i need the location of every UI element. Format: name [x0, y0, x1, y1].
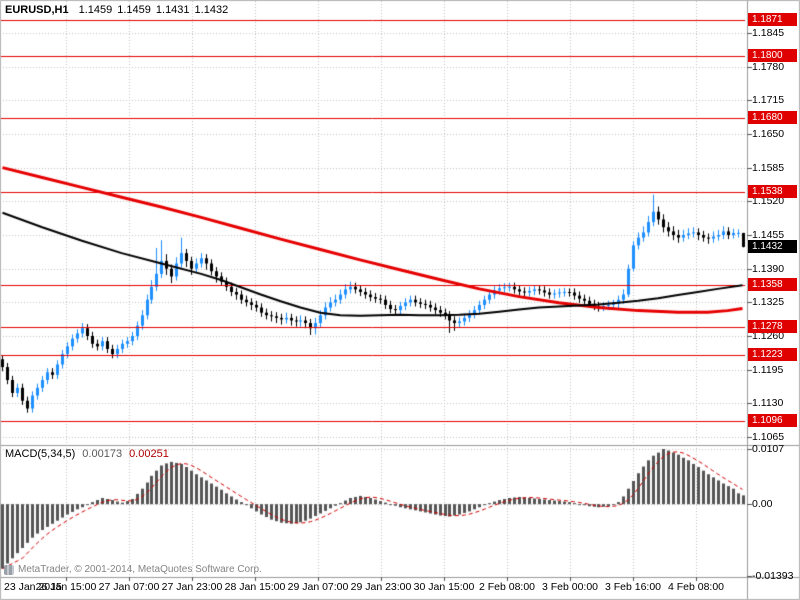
price-tick-label: 1.1130	[752, 397, 784, 409]
time-axis-label: 3 Feb 00:00	[541, 581, 599, 593]
time-axis-label: 30 Jan 15:00	[413, 581, 475, 593]
copyright-label: MetaTrader, © 2001-2014, MetaQuotes Soft…	[4, 564, 262, 575]
macd-tick-label: -0.01393	[752, 570, 794, 582]
level-price-badge: 1.1538	[748, 185, 797, 198]
level-price-badge: 1.1278	[748, 320, 797, 333]
time-axis-label: 29 Jan 23:00	[350, 581, 412, 593]
indicator-macd-value: 0.00173	[82, 448, 123, 460]
level-price-badge: 1.1358	[748, 278, 797, 291]
time-axis-label: 23 Jan 2015	[4, 581, 62, 593]
level-price-badge: 1.1871	[748, 13, 797, 26]
macd-tick-label: 0.00	[752, 498, 773, 510]
copyright-text: MetaTrader, © 2001-2014, MetaQuotes Soft…	[18, 564, 262, 575]
price-tick-label: 1.1455	[752, 229, 785, 241]
time-axis-label: 27 Jan 07:00	[98, 581, 160, 593]
indicator-name: MACD(5,34,5)	[5, 448, 76, 460]
price-tick-label: 1.1650	[752, 128, 785, 140]
time-axis-label: 4 Feb 08:00	[667, 581, 725, 593]
high-value: 1.1459	[117, 4, 151, 16]
price-tick-label: 1.1390	[752, 263, 785, 275]
price-tick-label: 1.1065	[752, 431, 785, 443]
price-tick-label: 1.1260	[752, 330, 785, 342]
open-value: 1.1459	[78, 4, 113, 16]
price-tick-label: 1.1585	[752, 162, 785, 174]
price-tick-label: 1.1195	[752, 364, 784, 376]
low-value: 1.1431	[155, 4, 190, 16]
level-price-badge: 1.1680	[748, 111, 797, 124]
indicator-signal-value: 0.00251	[129, 448, 169, 460]
indicator-label: MACD(5,34,5) 0.00173 0.00251	[5, 448, 169, 460]
price-tick-label: 1.1715	[752, 94, 785, 106]
symbol-period-label: EURUSD,H1	[5, 4, 69, 16]
macd-tick-label: 0.0107	[752, 443, 785, 455]
close-value: 1.1432	[194, 4, 229, 16]
time-axis-label: 27 Jan 23:00	[161, 581, 223, 593]
metatrader-logo-icon	[4, 564, 14, 575]
time-axis-label: 2 Feb 08:00	[478, 581, 536, 593]
chart-title: EURUSD,H1 1.1459 1.1459 1.1431 1.1432	[5, 4, 233, 16]
time-axis-label: 26 Jan 15:00	[35, 581, 97, 593]
time-axis-label: 28 Jan 15:00	[224, 581, 286, 593]
time-axis-label: 3 Feb 16:00	[604, 581, 662, 593]
level-price-badge: 1.1096	[748, 414, 797, 427]
current-price-badge: 1.1432	[748, 240, 797, 253]
level-price-badge: 1.1223	[748, 348, 797, 361]
time-axis-label: 29 Jan 07:00	[287, 581, 349, 593]
price-tick-label: 1.1325	[752, 296, 785, 308]
level-price-badge: 1.1800	[748, 49, 797, 62]
price-tick-label: 1.1520	[752, 195, 785, 207]
price-tick-label: 1.1780	[752, 61, 785, 73]
price-tick-label: 1.1845	[752, 27, 785, 39]
